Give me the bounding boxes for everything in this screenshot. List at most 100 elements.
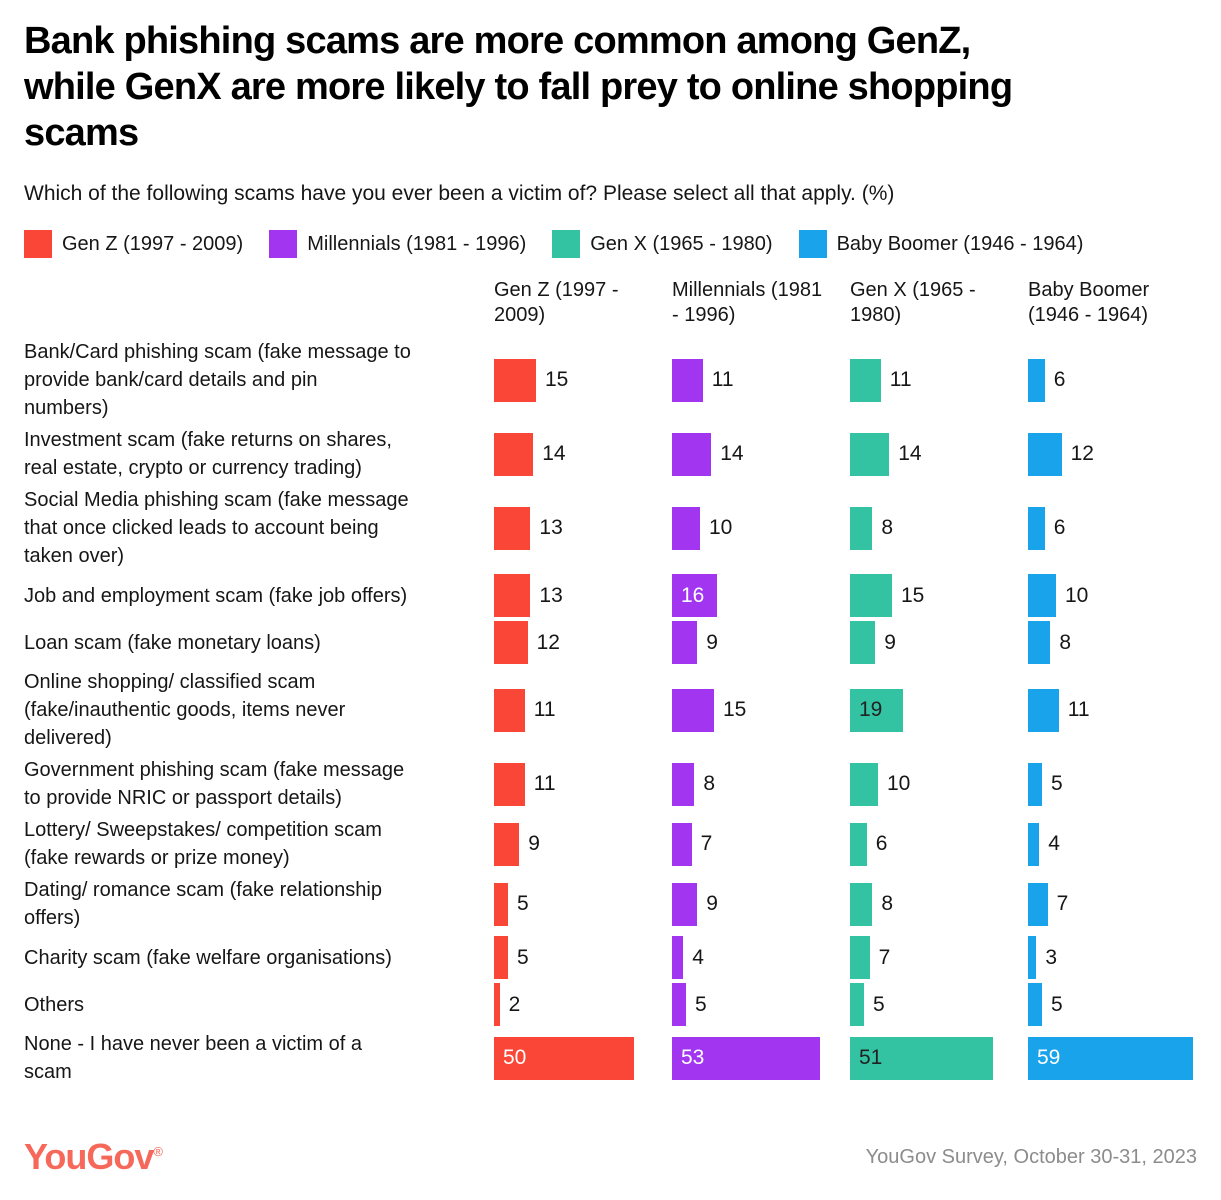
bar-value: 8	[881, 516, 894, 539]
source-note: YouGov Survey, October 30-31, 2023	[865, 1145, 1197, 1168]
bar-cell: 4	[672, 936, 850, 979]
bar-cell: 9	[494, 822, 672, 866]
bar-cell: 8	[1028, 621, 1206, 664]
bar-cell: 59	[1028, 1036, 1206, 1080]
bar-value: 51	[859, 1046, 883, 1069]
legend-label: Gen Z (1997 - 2009)	[62, 232, 244, 255]
bar	[494, 574, 531, 617]
bar-value: 11	[533, 698, 556, 721]
bar-cell: 5	[494, 936, 672, 979]
chart-row: Lottery/ Sweepstakes/ competition scam (…	[24, 814, 1197, 874]
bar-value: 16	[681, 583, 705, 607]
bar	[672, 506, 700, 550]
row-label: Social Media phishing scam (fake message…	[24, 489, 409, 567]
bar	[1028, 762, 1042, 806]
bar-value: 9	[884, 630, 896, 654]
legend-swatch-icon	[552, 230, 581, 258]
bar	[672, 621, 698, 664]
bar	[494, 762, 525, 806]
bar-cell: 53	[672, 1036, 850, 1080]
column-header-cells: Gen Z (1997 - 2009) Millennials (1981 - 1…	[494, 278, 1206, 328]
bar-value: 11	[1067, 698, 1090, 721]
column-header-1: Millennials (1981 - 1996)	[672, 279, 823, 326]
bar-value: 14	[898, 442, 922, 465]
bar-cell: 5	[850, 983, 1028, 1026]
bar	[494, 822, 520, 866]
bar-cell: 7	[850, 936, 1028, 979]
row-label: Lottery/ Sweepstakes/ competition scam (…	[24, 819, 382, 869]
bar-value: 12	[1070, 442, 1094, 465]
legend-swatch-icon	[269, 230, 298, 258]
chart-row: Dating/ romance scam (fake relationship …	[24, 874, 1197, 934]
bar-cell: 51	[850, 1036, 1028, 1080]
bar-value: 5	[517, 945, 529, 969]
bar-cell: 5	[1028, 983, 1206, 1026]
chart-row: Investment scam (fake returns on shares,…	[24, 424, 1197, 484]
bar-value: 14	[720, 442, 744, 465]
bar	[1028, 621, 1051, 664]
bar-value: 53	[681, 1046, 705, 1069]
bar	[1028, 574, 1056, 617]
bar	[1028, 936, 1037, 979]
bar	[850, 983, 864, 1026]
bar	[1028, 358, 1045, 402]
row-cells: 50 53 51 59	[494, 1036, 1206, 1080]
bar	[672, 936, 684, 979]
bar: 51	[850, 1036, 993, 1080]
bar	[1028, 506, 1045, 550]
bar	[672, 983, 686, 1026]
chart-row: Online shopping/ classified scam (fake/i…	[24, 666, 1197, 754]
chart-subtitle: Which of the following scams have you ev…	[24, 182, 895, 205]
column-header-3: Baby Boomer (1946 - 1964)	[1028, 279, 1150, 326]
row-cells: 11 8 10 5	[494, 762, 1206, 806]
bar-cell: 14	[850, 432, 1028, 476]
bar-value: 6	[875, 832, 888, 855]
bar-value: 15	[723, 698, 747, 721]
chart-row: Others 2 5 5 5	[24, 981, 1197, 1028]
bar-cell: 11	[850, 358, 1028, 402]
bar-cell: 4	[1028, 822, 1206, 866]
bar-cell: 11	[672, 358, 850, 402]
row-cells: 13 10 8 6	[494, 506, 1206, 550]
bar-value: 7	[1056, 892, 1069, 915]
yougov-logo-text: YouGov	[24, 1136, 154, 1177]
bar-cell: 12	[494, 621, 672, 664]
bar	[1028, 432, 1062, 476]
column-header-0: Gen Z (1997 - 2009)	[494, 279, 619, 326]
bar-value: 2	[508, 992, 521, 1016]
bar	[1028, 822, 1040, 866]
bar-cell: 11	[1028, 688, 1206, 732]
bar	[494, 432, 534, 476]
legend: Gen Z (1997 - 2009) Millennials (1981 - 1…	[24, 230, 1197, 258]
bar-value: 5	[1051, 992, 1063, 1016]
row-label: Others	[24, 993, 85, 1016]
bar-cell: 5	[672, 983, 850, 1026]
bar-cell: 9	[850, 621, 1028, 664]
bar	[672, 882, 698, 926]
bar	[1028, 882, 1048, 926]
bar-cell: 10	[1028, 574, 1206, 617]
chart-grid: Bank/Card phishing scam (fake message to…	[24, 336, 1197, 1088]
chart-row: Government phishing scam (fake message t…	[24, 754, 1197, 814]
bar-value: 11	[533, 772, 556, 795]
bar	[850, 882, 873, 926]
bar	[672, 432, 712, 476]
bar-value: 8	[1059, 630, 1072, 654]
bar-value: 9	[528, 832, 540, 855]
row-label: Bank/Card phishing scam (fake message to…	[24, 341, 411, 419]
bar-cell: 7	[672, 822, 850, 866]
bar-value: 11	[889, 368, 912, 391]
bar-cell: 15	[494, 358, 672, 402]
row-label: Government phishing scam (fake message t…	[24, 759, 405, 809]
bar-cell: 5	[494, 882, 672, 926]
bar-value: 6	[1053, 368, 1066, 391]
bar-cell: 13	[494, 506, 672, 550]
row-cells: 13 16 15 10	[494, 574, 1206, 617]
bar-cell: 15	[672, 688, 850, 732]
bar-cell: 9	[672, 621, 850, 664]
bar-value: 10	[1065, 583, 1089, 607]
bar	[494, 688, 525, 732]
bar-value: 50	[503, 1046, 527, 1069]
row-label: Charity scam (fake welfare organisations…	[24, 946, 392, 969]
